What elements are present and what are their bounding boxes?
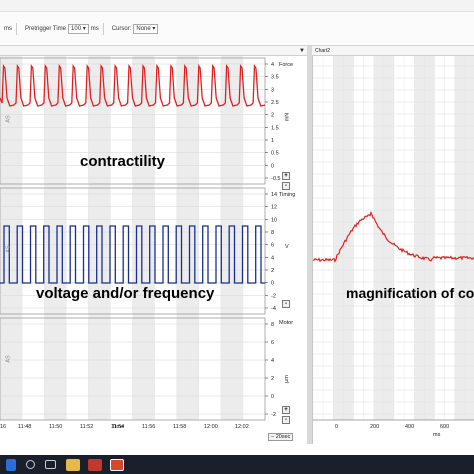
time-band — [132, 56, 155, 420]
toolbar-separator — [102, 22, 104, 35]
y-tick-label: 1 — [271, 138, 274, 144]
y-tick-label: -0.5 — [271, 176, 280, 182]
taskbar — [0, 455, 474, 474]
channel-label-force: AS — [5, 115, 12, 123]
zoom-control[interactable]: − 20sec — [268, 433, 294, 441]
y-tick-label: 8 — [271, 230, 274, 236]
x-tick-label: 11:48 — [18, 424, 31, 430]
chart-view-canvas: 4 3.5 3 2.5 2 1.5 1 0.5 0 -0.5 14 12 10 8 6 4 2 0 -2 -4 8 6 4 2… — [0, 56, 280, 430]
time-band — [88, 56, 111, 420]
overlay-contractility: contractility — [80, 153, 166, 170]
scale-down-button-motor[interactable]: - — [282, 416, 290, 424]
x-tick-label: 16 — [0, 424, 6, 430]
x-tick-label: 11:54 — [111, 424, 124, 430]
y-tick-label: 4 — [271, 358, 274, 364]
chart2-x-tick-label: 200 — [370, 424, 379, 430]
explorer-icon[interactable] — [66, 458, 80, 471]
scale-up-button-motor[interactable]: + — [282, 406, 290, 414]
scale-down-button-timing[interactable]: - — [282, 300, 290, 308]
pretrigger-input[interactable]: 100 ▾ — [68, 23, 89, 34]
y-tick-label: 6 — [271, 243, 274, 249]
windows-icon[interactable] — [6, 458, 16, 471]
time-band — [176, 56, 199, 420]
y-tick-label: 2 — [271, 113, 274, 119]
y-tick-label: 8 — [271, 322, 274, 328]
toolbar: ms Pretrigger Time 100 ▾ ms Cursor: None… — [0, 12, 474, 46]
scale-up-button-force[interactable]: + — [282, 172, 290, 180]
unit-force: mN — [284, 112, 291, 122]
chart-view: 4 3.5 3 2.5 2 1.5 1 0.5 0 -0.5 14 12 10 8 6 4 2 0 -2 -4 8 6 4 2… — [0, 56, 307, 444]
x-tick-label: 12:00 — [204, 424, 218, 430]
chart2-x-tick-label: 0 — [335, 424, 338, 430]
ms-label-left: ms — [4, 25, 12, 32]
y-tick-label: 2 — [271, 376, 274, 382]
magnified-force-trace — [312, 210, 474, 263]
channel-label-motor: AS — [5, 355, 12, 363]
y-tick-label: 14 — [271, 192, 277, 198]
x-tick-label: 11:58 — [173, 424, 186, 430]
scale-down-button-force[interactable]: - — [282, 182, 290, 190]
pretrigger-unit: ms — [90, 25, 99, 32]
cursor-label: Cursor: — [111, 25, 132, 32]
y-tick-label: 6 — [271, 340, 274, 346]
labchart-icon[interactable] — [110, 458, 124, 471]
y-tick-label: -2 — [271, 293, 276, 299]
y-tick-label: 12 — [271, 205, 277, 211]
time-band — [0, 56, 23, 420]
force-trace — [0, 63, 266, 107]
x-tick-label: 11:52 — [80, 424, 93, 430]
time-axis-label: Time — [112, 424, 125, 430]
track-name-motor: Motor — [279, 320, 294, 326]
time-band — [44, 56, 67, 420]
cursor-select[interactable]: None ▾ — [133, 23, 159, 34]
x-tick-label: 11:56 — [142, 424, 155, 430]
left-pane-header: ▼ — [0, 46, 307, 56]
chart2-axis-label: ms — [433, 432, 441, 438]
pin-icon[interactable]: ▼ — [299, 47, 305, 54]
x-tick-label: 11:50 — [49, 424, 62, 430]
y-tick-label: -4 — [271, 306, 276, 312]
chart2-x-tick-label: 600 — [440, 424, 449, 430]
chart2-band — [454, 56, 474, 420]
y-tick-label: -2 — [271, 412, 276, 418]
overlay-voltage: voltage and/or frequency — [36, 285, 215, 302]
y-tick-label: 4 — [271, 255, 274, 261]
chart2-x-tick-label: 400 — [405, 424, 414, 430]
overlay-magnification: magnification of co — [346, 285, 474, 301]
y-tick-label: 2.5 — [271, 100, 279, 106]
chart2-view: 0200400600800 magnification of co ms — [312, 56, 474, 444]
pretrigger-control: Pretrigger Time 100 ▾ ms — [25, 23, 99, 34]
unit-motor: µm — [283, 375, 290, 383]
chart2-title: Chart2 — [315, 47, 331, 54]
taskview-icon[interactable] — [45, 460, 56, 469]
track-name-timing: Timing — [279, 192, 296, 198]
y-tick-label: 1.5 — [271, 125, 279, 131]
timing-trace — [0, 225, 265, 284]
y-tick-label: 0 — [271, 394, 274, 400]
track-name-force: Force — [279, 62, 294, 68]
pretrigger-label: Pretrigger Time — [25, 25, 67, 32]
window-top-strip — [0, 0, 474, 12]
toolbar-separator — [16, 22, 17, 35]
y-tick-label: 0.5 — [271, 151, 279, 157]
y-tick-label: 2 — [271, 268, 274, 274]
cursor-control: Cursor: None ▾ — [111, 23, 159, 34]
x-tick-label: 12:02 — [235, 424, 249, 430]
y-tick-label: 0 — [271, 281, 274, 287]
pane-divider[interactable] — [307, 46, 312, 444]
y-tick-label: 0 — [271, 163, 274, 169]
chart2-canvas: 0200400600800 — [312, 56, 474, 430]
unit-timing: V — [285, 244, 289, 250]
y-tick-label: 3 — [271, 87, 274, 93]
time-band — [220, 56, 243, 420]
y-tick-label: 4 — [271, 62, 274, 68]
channel-label-timing: AS — [5, 245, 12, 253]
search-icon[interactable] — [26, 460, 35, 469]
y-tick-label: 10 — [271, 217, 277, 223]
chart2-header: Chart2 — [312, 46, 474, 56]
y-tick-label: 3.5 — [271, 75, 279, 81]
app-icon[interactable] — [88, 458, 102, 471]
